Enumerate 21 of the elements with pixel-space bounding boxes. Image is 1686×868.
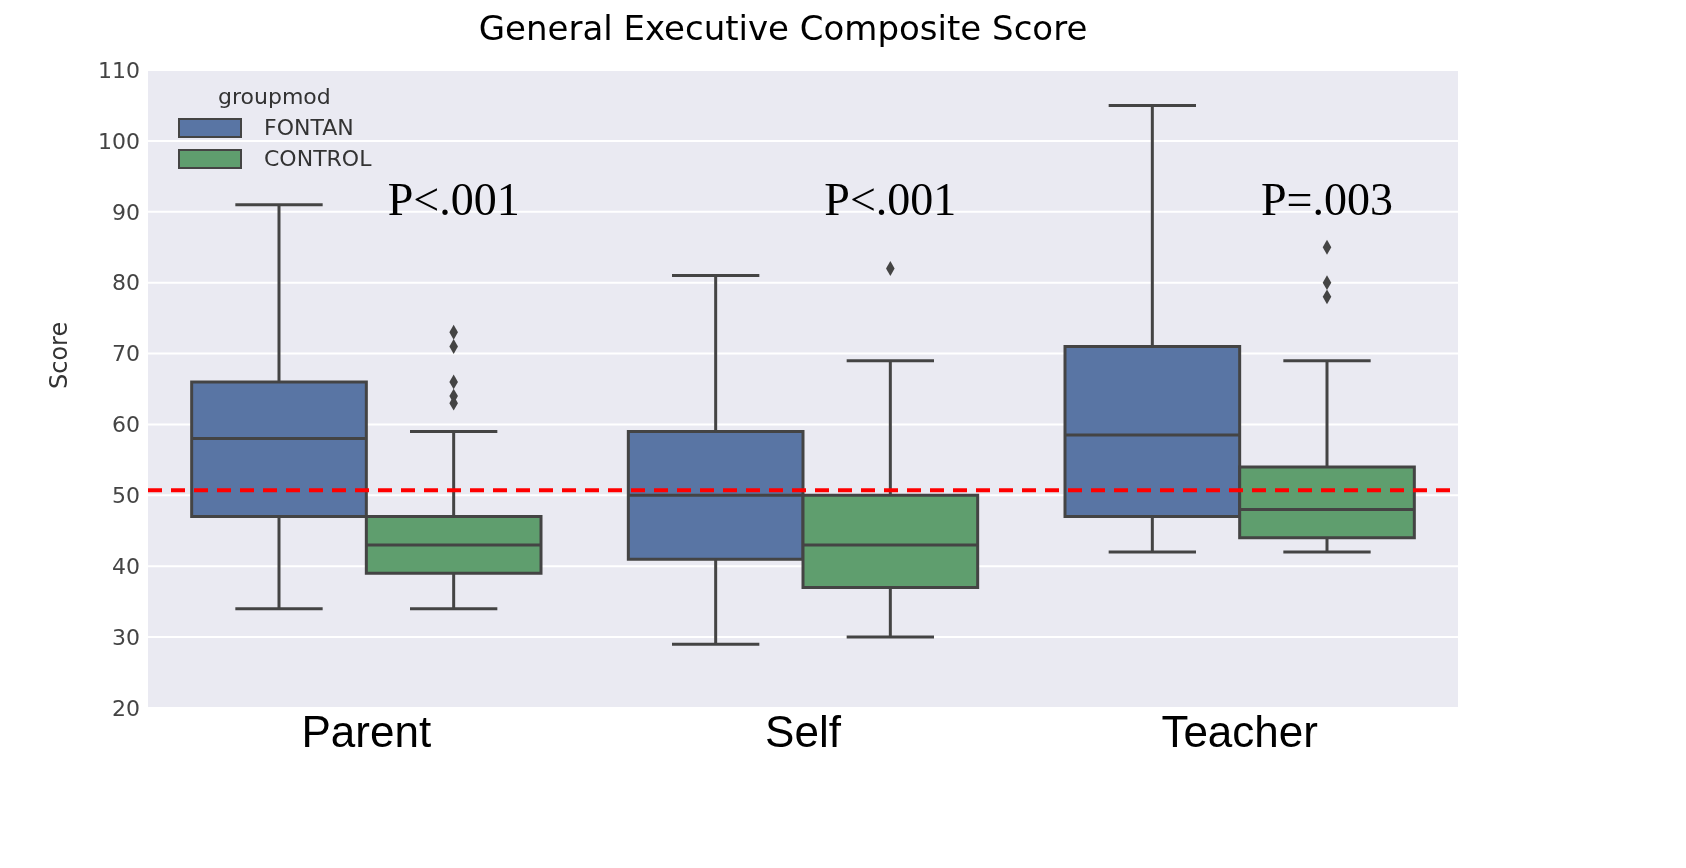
x-tick-label: Teacher	[1161, 707, 1318, 757]
y-tick-label: 20	[112, 695, 140, 721]
legend-label: FONTAN	[264, 115, 354, 140]
y-tick-label: 80	[112, 270, 140, 296]
y-tick-label: 70	[112, 341, 140, 367]
y-tick-label: 40	[112, 554, 140, 580]
annotation: P=.003	[1260, 173, 1394, 225]
y-tick-label: 50	[112, 483, 140, 509]
y-tick-label: 90	[112, 199, 140, 225]
x-tick-label: Parent	[301, 707, 432, 757]
y-axis-title: Score	[44, 321, 73, 389]
annotation: P<.001	[824, 173, 957, 225]
y-tick-label: 30	[112, 624, 140, 650]
legend-label: CONTROL	[264, 146, 372, 171]
y-tick-label: 110	[98, 57, 140, 83]
x-tick-label: Self	[765, 707, 842, 757]
y-tick-label: 60	[112, 412, 140, 438]
y-tick-label: 100	[98, 128, 140, 154]
legend-title: groupmod	[218, 84, 332, 109]
chart-title: General Executive Composite Score	[477, 8, 1089, 48]
annotation: P<.001	[387, 173, 520, 225]
